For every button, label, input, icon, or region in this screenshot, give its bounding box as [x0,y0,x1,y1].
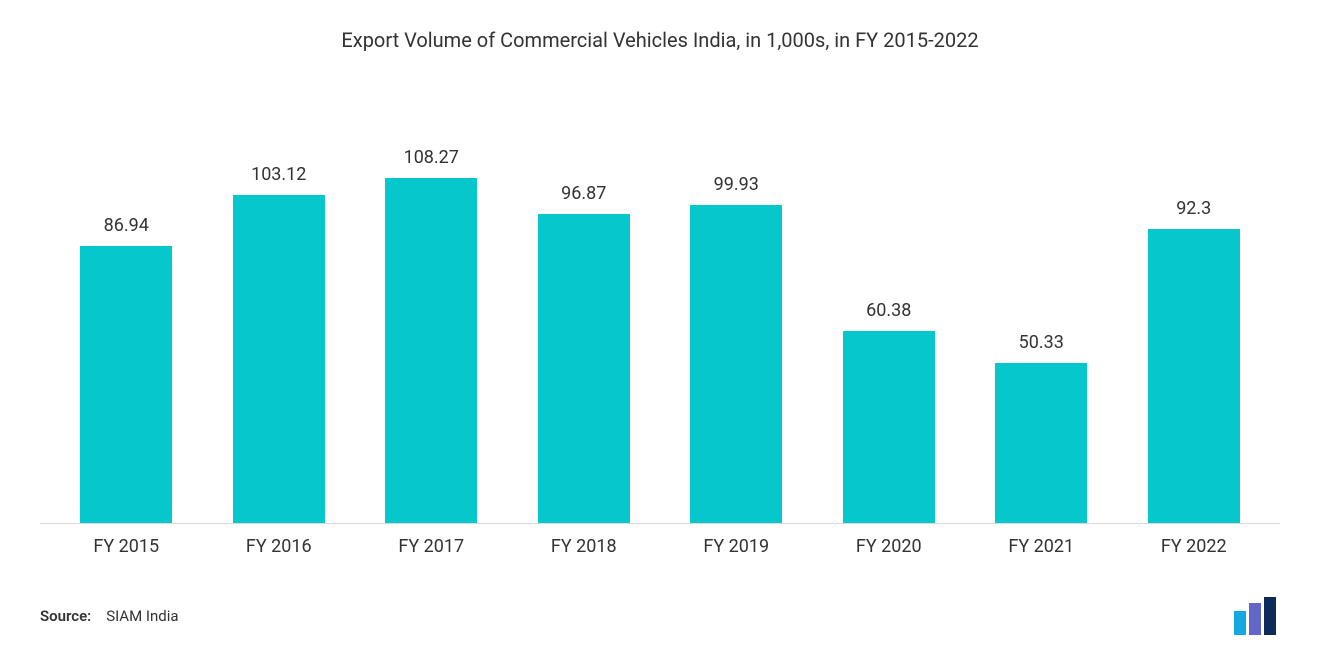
plot-area: 86.94 103.12 108.27 96.87 99.93 60.38 50.33 92.… [40,86,1280,524]
x-axis-label: FY 2022 [1118,536,1271,557]
bar-value-label: 108.27 [404,147,459,168]
chart-title: Export Volume of Commercial Vehicles Ind… [40,20,1280,76]
bar-value-label: 103.12 [251,164,306,185]
bar [385,178,477,523]
bar-group: 103.12 [203,86,356,523]
x-axis-label: FY 2020 [813,536,966,557]
x-axis-label: FY 2015 [50,536,203,557]
x-axis-label: FY 2018 [508,536,661,557]
chart-container: Export Volume of Commercial Vehicles Ind… [0,0,1320,665]
bar-group: 92.3 [1118,86,1271,523]
bar-value-label: 96.87 [561,183,606,204]
bar [1148,229,1240,523]
bar-group: 96.87 [508,86,661,523]
bar-group: 108.27 [355,86,508,523]
bar [233,195,325,523]
bar [80,246,172,523]
bar-group: 50.33 [965,86,1118,523]
source-value: SIAM India [106,607,178,625]
bar-value-label: 60.38 [866,300,911,321]
x-axis: FY 2015FY 2016FY 2017FY 2018FY 2019FY 20… [40,524,1280,557]
bar [690,205,782,523]
x-axis-label: FY 2017 [355,536,508,557]
bar-value-label: 92.3 [1176,198,1211,219]
bar-value-label: 50.33 [1019,332,1064,353]
source-text: Source: SIAM India [40,607,179,625]
x-axis-label: FY 2016 [203,536,356,557]
x-axis-label: FY 2019 [660,536,813,557]
bar [995,363,1087,523]
source-label: Source: [40,607,91,625]
bar-group: 60.38 [813,86,966,523]
bar [843,331,935,523]
brand-logo-icon [1232,597,1280,635]
bar-group: 86.94 [50,86,203,523]
x-axis-label: FY 2021 [965,536,1118,557]
bar-group: 99.93 [660,86,813,523]
bar-value-label: 99.93 [714,174,759,195]
chart-footer: Source: SIAM India [40,557,1280,635]
bar-value-label: 86.94 [104,215,149,236]
bar [538,214,630,523]
